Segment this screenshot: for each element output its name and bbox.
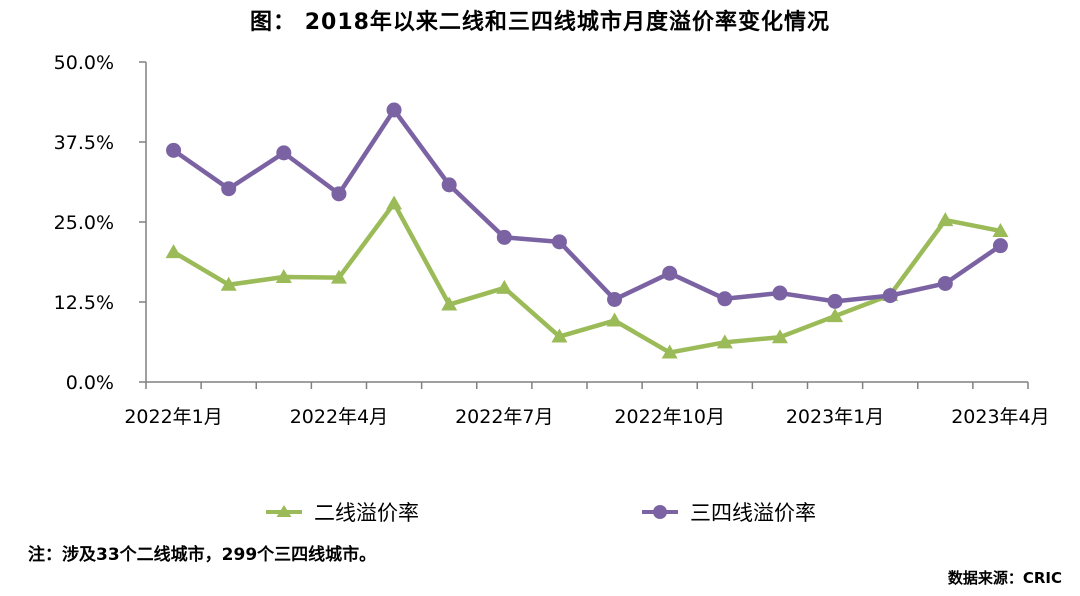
- legend-item-series-1: 二线溢价率: [264, 496, 419, 528]
- data-point-series-2: [331, 186, 347, 202]
- series-markers: [165, 102, 1009, 359]
- data-point-series-2: [166, 142, 182, 158]
- x-tick-label: 2022年1月: [124, 406, 222, 428]
- chart-title: 图： 2018年以来二线和三四线城市月度溢价率变化情况: [250, 10, 830, 35]
- legend: 二线溢价率 三四线溢价率: [0, 496, 1080, 528]
- circle-marker-icon: [642, 505, 678, 519]
- chart-note: 注：涉及33个二线城市，299个三四线城市。: [28, 545, 377, 565]
- data-point-series-1: [386, 195, 403, 210]
- data-point-series-2: [386, 102, 402, 118]
- data-point-series-1: [551, 328, 568, 343]
- data-source: 数据来源：CRIC: [947, 569, 1062, 587]
- triangle-marker-icon: [266, 505, 302, 517]
- chart-axes: [139, 61, 1029, 389]
- y-tick-label: 37.5%: [54, 132, 114, 154]
- data-point-series-1: [220, 276, 237, 291]
- data-point-series-2: [221, 181, 237, 197]
- data-point-series-1: [716, 334, 733, 349]
- data-point-series-1: [441, 296, 458, 311]
- data-point-series-1: [275, 269, 292, 284]
- data-point-series-2: [772, 285, 788, 301]
- data-point-series-2: [276, 145, 292, 161]
- data-point-series-1: [827, 308, 844, 323]
- data-point-series-1: [992, 222, 1009, 237]
- x-tick-label: 2023年1月: [786, 406, 884, 428]
- data-point-series-2: [992, 238, 1008, 254]
- x-tick-label: 2022年10月: [614, 406, 725, 428]
- data-point-series-2: [551, 234, 567, 250]
- y-tick-label: 0.0%: [66, 372, 114, 394]
- data-point-series-1: [937, 212, 954, 227]
- y-tick-label: 25.0%: [54, 212, 114, 234]
- y-tick-labels: 0.0% 12.5% 25.0% 37.5% 50.0%: [54, 52, 114, 394]
- line-chart: 0.0%12.5%25.0%37.5%50.0% 2022年1月 2022年4月 2…: [54, 52, 1050, 428]
- x-tick-labels: 2022年1月 2022年4月 2022年7月 2022年10月 2023年1月 2023…: [124, 406, 1049, 428]
- y-tick-label: 12.5%: [54, 292, 114, 314]
- legend-label-series-2: 三四线溢价率: [690, 501, 816, 525]
- series-lines: [172, 107, 1002, 355]
- x-tick-label: 2023年4月: [951, 406, 1049, 428]
- data-point-series-2: [882, 288, 898, 304]
- legend-item-series-2: 三四线溢价率: [640, 496, 816, 528]
- data-point-series-2: [662, 265, 678, 281]
- series-line-1: [172, 201, 1001, 355]
- x-tick-label: 2022年7月: [455, 406, 553, 428]
- data-point-series-1: [330, 269, 347, 284]
- data-point-series-2: [827, 293, 843, 309]
- x-tick-label: 2022年4月: [290, 406, 388, 428]
- data-point-series-1: [165, 244, 182, 259]
- data-point-series-2: [607, 291, 623, 307]
- data-point-series-2: [496, 229, 512, 245]
- data-point-series-1: [606, 312, 623, 327]
- data-point-series-1: [496, 279, 513, 294]
- data-point-series-2: [717, 291, 733, 307]
- data-point-series-2: [441, 177, 457, 193]
- data-point-series-1: [661, 344, 678, 359]
- data-point-series-2: [937, 275, 953, 291]
- legend-label-series-1: 二线溢价率: [314, 501, 419, 525]
- data-point-series-1: [771, 329, 788, 344]
- y-tick-label: 50.0%: [54, 52, 114, 74]
- series-line-2: [172, 107, 1002, 304]
